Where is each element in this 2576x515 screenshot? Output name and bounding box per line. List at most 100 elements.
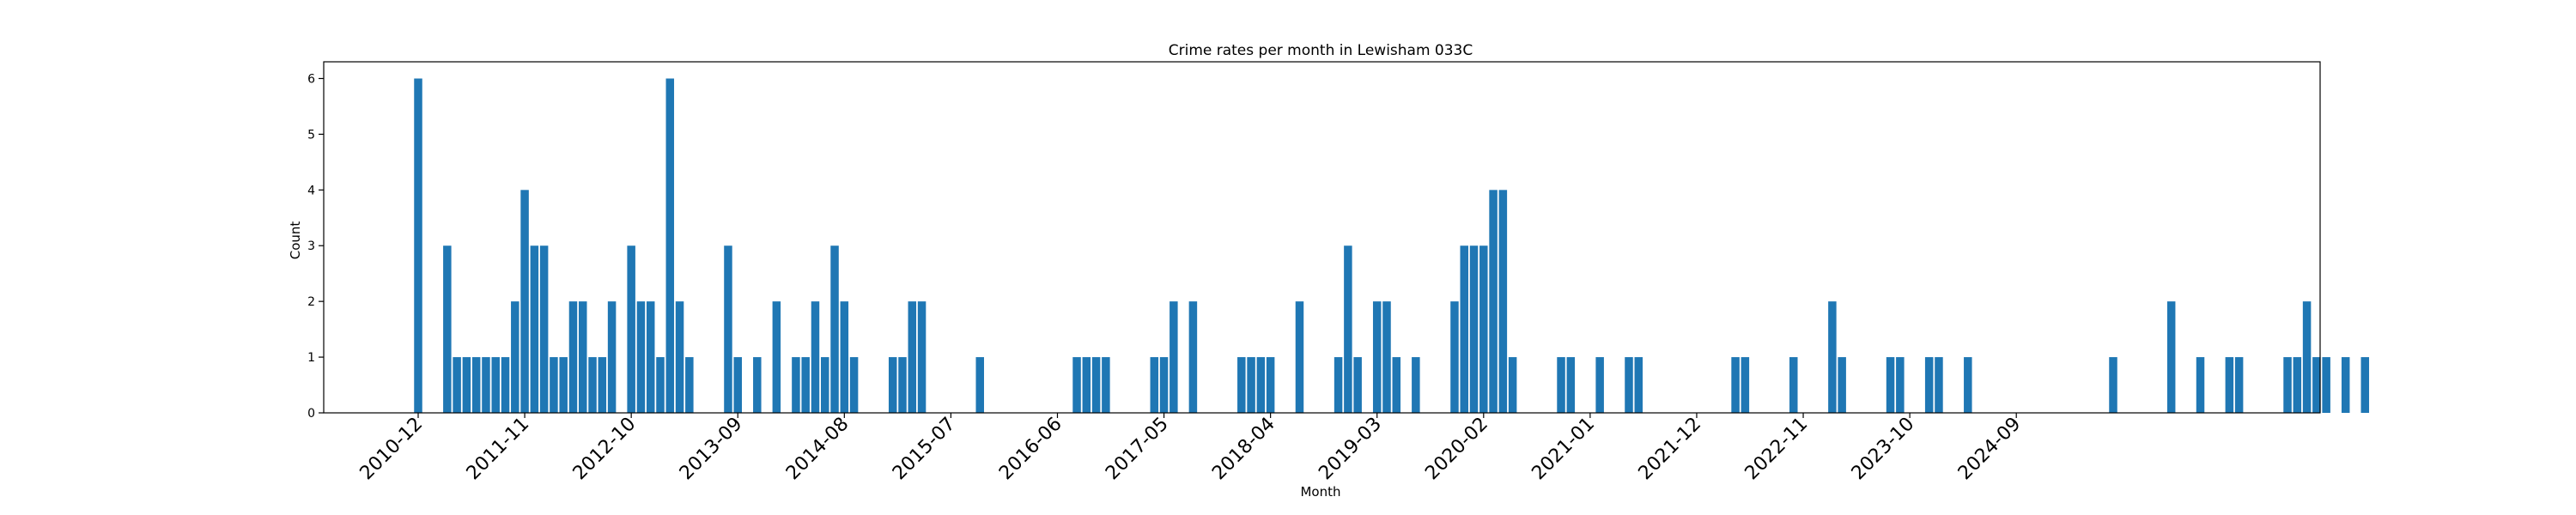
bar-19 [598, 357, 607, 413]
y-tick-label: 1 [307, 351, 315, 365]
bar-136 [1731, 357, 1740, 413]
x-tick-label: 2024-09 [1954, 414, 2026, 485]
bar-91 [1296, 301, 1304, 413]
bar-0 [414, 78, 422, 413]
bar-175 [2109, 357, 2117, 413]
bar-33 [733, 357, 742, 413]
bar-68 [1072, 357, 1081, 413]
bar-194 [2293, 357, 2302, 413]
bar-42 [821, 357, 829, 413]
bar-126 [1635, 357, 1643, 413]
bar-103 [1412, 357, 1420, 413]
bar-41 [811, 301, 820, 413]
x-tick-label: 2015-07 [889, 414, 960, 485]
bar-28 [685, 357, 694, 413]
bar-32 [724, 245, 732, 413]
x-tick-label: 2021-12 [1635, 414, 1706, 485]
bar-197 [2322, 357, 2330, 413]
bar-80 [1189, 301, 1198, 413]
bar-58 [975, 357, 984, 413]
bar-157 [1935, 357, 1943, 413]
bar-70 [1092, 357, 1101, 413]
x-tick-label: 2012-10 [569, 414, 641, 485]
x-tick-label: 2016-06 [995, 414, 1066, 485]
x-tick-label: 2011-11 [463, 414, 534, 485]
bar-187 [2226, 357, 2234, 413]
bar-184 [2196, 357, 2205, 413]
bar-4 [453, 357, 461, 413]
bar-100 [1382, 301, 1391, 413]
bar-152 [1886, 357, 1895, 413]
bar-109 [1470, 245, 1479, 413]
bar-118 [1557, 357, 1565, 413]
bar-50 [898, 357, 907, 413]
x-tick-label: 2021-01 [1528, 414, 1599, 485]
bar-107 [1450, 301, 1459, 413]
bar-112 [1499, 190, 1508, 413]
bar-43 [830, 245, 839, 413]
bar-110 [1479, 245, 1488, 413]
bar-181 [2167, 301, 2176, 413]
bar-22 [627, 245, 635, 413]
bar-51 [908, 301, 917, 413]
bar-77 [1160, 357, 1169, 413]
bar-18 [588, 357, 597, 413]
bar-85 [1237, 357, 1246, 413]
y-tick-label: 6 [307, 72, 315, 86]
bar-193 [2283, 357, 2292, 413]
bar-111 [1489, 190, 1498, 413]
bar-188 [2235, 357, 2244, 413]
bar-113 [1509, 357, 1517, 413]
chart-title: Crime rates per month in Lewisham 033C [1169, 42, 1473, 59]
bars-layer [414, 78, 2369, 413]
x-tick-label: 2022-11 [1741, 414, 1813, 485]
bar-160 [1964, 357, 1972, 413]
bar-3 [443, 245, 452, 413]
bar-122 [1595, 357, 1604, 413]
bar-20 [608, 301, 617, 413]
bar-119 [1567, 357, 1576, 413]
bar-69 [1083, 357, 1091, 413]
x-tick-label: 2018-04 [1208, 414, 1279, 485]
bar-71 [1102, 357, 1110, 413]
y-tick-label: 3 [307, 239, 315, 253]
bar-88 [1267, 357, 1275, 413]
bar-16 [569, 301, 578, 413]
y-tick-label: 5 [307, 128, 315, 142]
bar-156 [1925, 357, 1934, 413]
bar-78 [1170, 301, 1178, 413]
bar-27 [676, 301, 684, 413]
bar-11 [520, 190, 529, 413]
x-tick-label: 2020-02 [1421, 414, 1492, 485]
bar-6 [472, 357, 481, 413]
y-tick-label: 4 [307, 184, 315, 197]
x-tick-label: 2014-08 [782, 414, 854, 485]
bar-5 [463, 357, 471, 413]
bar-153 [1896, 357, 1905, 413]
x-tick-label: 2010-12 [356, 414, 428, 485]
bar-201 [2361, 357, 2370, 413]
x-tick-label: 2013-09 [676, 414, 747, 485]
bar-96 [1344, 245, 1352, 413]
x-axis-ticks: 2010-12 2011-11 2012-10 2013-09 2014-08 2015-… [356, 413, 2026, 484]
bar-125 [1625, 357, 1633, 413]
x-tick-label: 2019-03 [1315, 414, 1386, 485]
bar-17 [579, 301, 587, 413]
bar-147 [1838, 357, 1846, 413]
y-tick-label: 2 [307, 295, 315, 309]
plot-frame [324, 62, 2320, 413]
y-axis-label: Count [288, 221, 303, 260]
bar-10 [511, 301, 519, 413]
bar-14 [550, 357, 558, 413]
bar-15 [559, 357, 568, 413]
bar-45 [850, 357, 859, 413]
bar-37 [773, 301, 781, 413]
bar-87 [1257, 357, 1266, 413]
bar-76 [1151, 357, 1159, 413]
bar-7 [482, 357, 490, 413]
bar-108 [1460, 245, 1468, 413]
bar-97 [1353, 357, 1362, 413]
bar-86 [1247, 357, 1255, 413]
x-tick-label: 2023-10 [1848, 414, 1919, 485]
